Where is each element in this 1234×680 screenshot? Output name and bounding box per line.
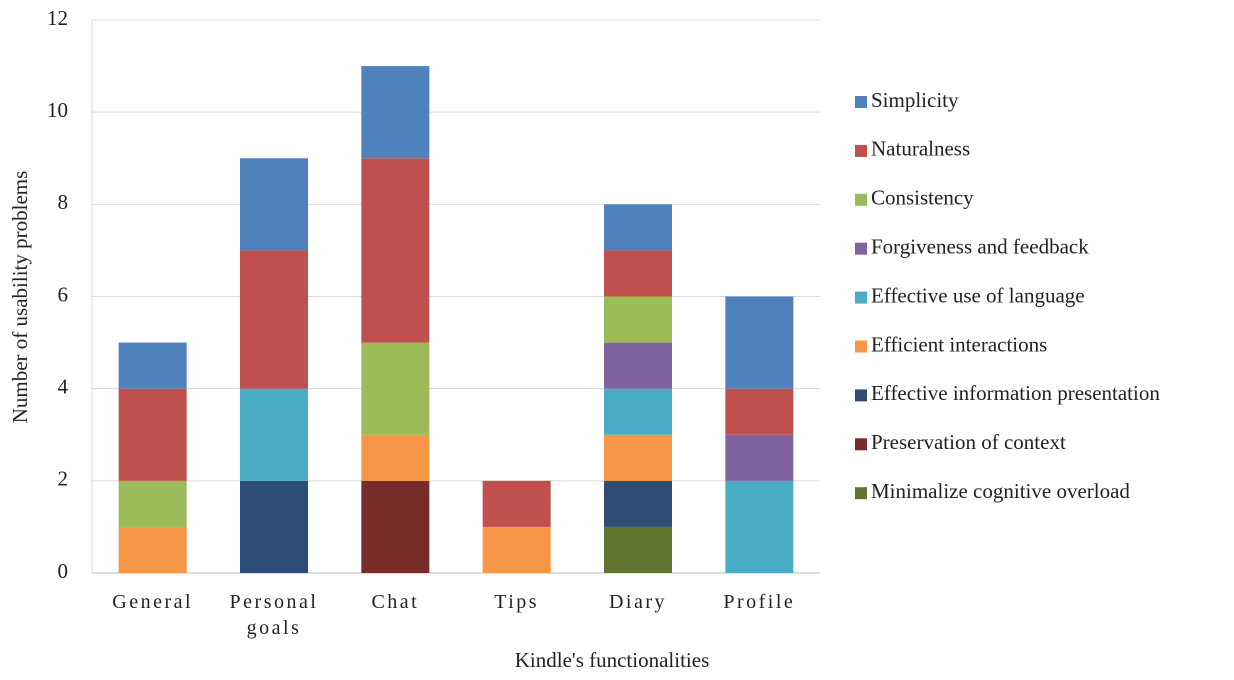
x-tick-label: Diary [608,591,668,613]
x-tick-label: Tips [494,591,540,613]
y-tick-label: 2 [58,467,69,491]
legend-label: Simplicity [871,88,959,112]
bar-segment [361,342,430,435]
legend-swatch [855,193,867,206]
bar-segment [725,480,794,573]
legend-swatch [855,242,867,255]
bar-segment [118,480,187,527]
y-tick-label: 0 [58,559,69,583]
y-tick-label: 12 [47,6,68,30]
legend-label: Effective information presentation [871,381,1160,405]
y-axis-label: Number of usability problems [8,171,32,424]
legend-swatch [855,340,867,353]
legend-swatch [855,487,867,500]
bar-segment [118,388,187,481]
legend-label: Forgiveness and feedback [871,235,1089,259]
x-tick-label: Chat [371,591,420,613]
legend-label: Preservation of context [871,430,1066,454]
bar-segment [604,388,672,435]
bar-segment [604,250,672,297]
legend-label: Minimalize cognitive overload [871,479,1130,503]
bar-segment [604,480,672,527]
bar-segment [482,526,551,573]
bar-segment [604,342,672,389]
bar-segment [240,158,308,251]
y-tick-label: 4 [58,374,69,398]
bar-segment [118,526,187,573]
legend-label: Naturalness [871,137,970,161]
bar-segment [482,480,551,527]
bar-segment [240,388,308,481]
x-tick-label: General [112,591,194,613]
y-tick-label: 10 [47,98,68,122]
legend-swatch [855,144,867,157]
legend-label: Effective use of language [871,283,1085,307]
bar-segment [240,480,308,573]
x-axis-label: Kindle's functionalities [515,648,710,672]
bar-segment [361,434,430,481]
bar-segment [604,526,672,573]
bar-segment [361,158,430,343]
legend-swatch [855,389,867,402]
x-tick-label: Personal goals [229,591,319,639]
bar-segment [604,296,672,343]
bar-segment [604,434,672,481]
bar-segment [361,480,430,573]
bar-segment [361,66,430,159]
legend-swatch [855,438,867,451]
legend-swatch [855,291,867,304]
y-tick-label: 6 [58,282,69,306]
legend-label: Efficient interactions [871,332,1047,356]
bar-segment [604,204,672,251]
bar-segment [725,296,794,389]
bar-segment [725,388,794,435]
bar-segment [725,434,794,481]
bar-segment [118,342,187,389]
y-tick-label: 8 [58,190,69,214]
legend-swatch [855,96,867,108]
legend-label: Consistency [871,186,974,210]
bar-segment [240,250,308,389]
x-tick-label: Profile [723,591,796,613]
